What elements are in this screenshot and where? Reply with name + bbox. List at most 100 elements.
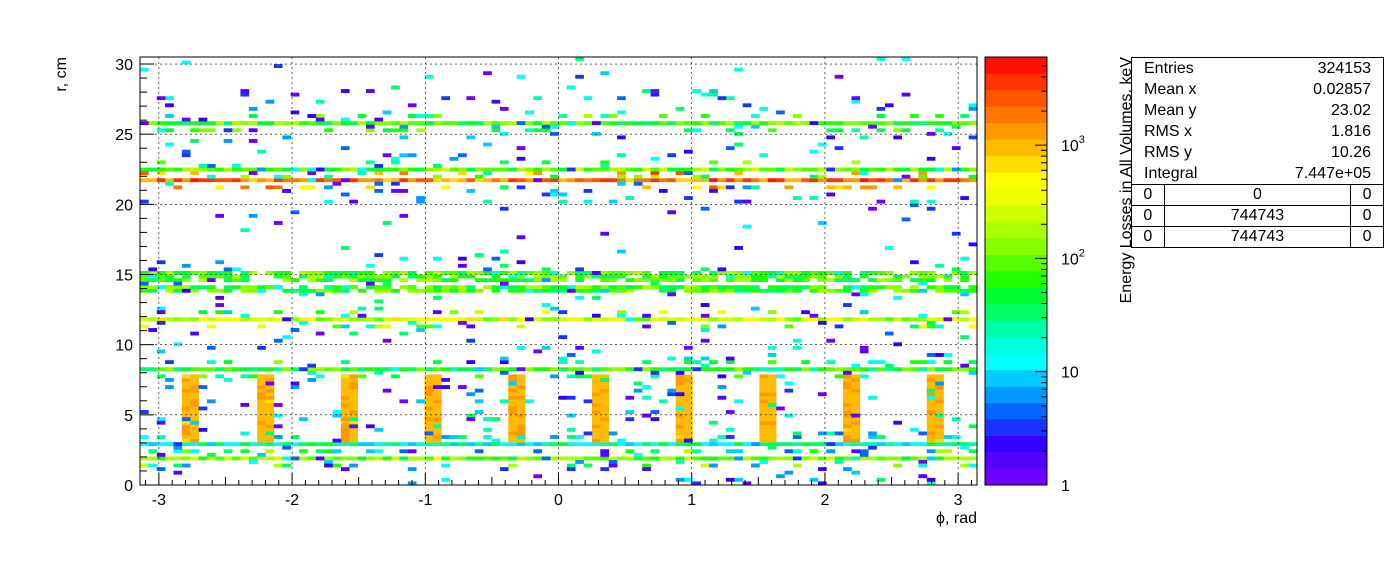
heatmap-cell (935, 285, 944, 290)
heatmap-cell (667, 367, 676, 372)
heatmap-cell (349, 310, 358, 315)
heatmap-cell (499, 106, 509, 111)
heatmap-cell (633, 317, 643, 322)
heatmap-cell (240, 185, 250, 190)
heatmap-cell (248, 374, 258, 379)
heatmap-cell (156, 178, 166, 183)
heatmap-cell (910, 199, 919, 204)
heatmap-cell (642, 167, 651, 172)
heatmap-cell (198, 274, 208, 279)
heatmap-cell (407, 274, 417, 279)
heatmap-cell (541, 124, 551, 129)
heatmap-cell (432, 114, 442, 118)
heatmap-cell (432, 431, 442, 436)
heatmap-cell (156, 349, 166, 354)
heatmap-cell (232, 121, 241, 126)
heatmap-cell (282, 456, 291, 461)
heatmap-cell (248, 128, 258, 133)
heatmap-cell (525, 285, 534, 290)
heatmap-cell (140, 167, 149, 172)
heatmap-cell (541, 442, 551, 447)
heatmap-cell (156, 310, 166, 315)
heatmap-cell (709, 89, 718, 93)
y-tick-label: 5 (124, 408, 133, 425)
heatmap-cell (767, 424, 777, 429)
heatmap-cell (617, 153, 626, 158)
heatmap-cell (432, 360, 442, 365)
heatmap-cell (951, 167, 961, 172)
heatmap-cell (943, 367, 953, 372)
heatmap-cell (265, 435, 275, 439)
heatmap-cell (725, 274, 735, 279)
y-tick-label: 10 (115, 338, 133, 355)
heatmap-cell (843, 442, 852, 447)
heatmap-cell (315, 317, 325, 322)
heatmap-cell (299, 367, 308, 372)
heatmap-cell (759, 271, 769, 275)
heatmap-cell (893, 128, 902, 133)
heatmap-cell (525, 317, 534, 322)
palette-swatch (985, 452, 1047, 469)
heatmap-cell (893, 367, 902, 372)
heatmap-cell (826, 135, 836, 140)
heatmap-cell (801, 178, 810, 183)
heatmap-cell (591, 317, 601, 322)
heatmap-cell (834, 431, 844, 436)
heatmap-cell (734, 367, 743, 372)
heatmap-cell (215, 213, 224, 218)
heatmap-cell (901, 167, 911, 172)
heatmap-cell (499, 360, 509, 365)
heatmap-cell (583, 199, 593, 204)
heatmap-cell (968, 135, 978, 140)
palette-swatch (985, 73, 1047, 91)
heatmap-cell (767, 388, 777, 393)
heatmap-cell (834, 128, 844, 133)
heatmap-cell (324, 317, 333, 322)
heatmap-cell (834, 288, 844, 293)
heatmap-cell (533, 349, 543, 354)
heatmap-cell (575, 278, 584, 282)
heatmap-cell (600, 435, 610, 439)
heatmap-cell (391, 374, 400, 379)
heatmap-cell (734, 131, 743, 136)
heatmap-cell (759, 438, 769, 443)
heatmap-cell (692, 278, 702, 282)
heatmap-cell (307, 367, 317, 372)
heatmap-cell (843, 388, 852, 393)
heatmap-cell (215, 442, 224, 447)
heatmap-cell (265, 442, 275, 447)
heatmap-cell (868, 442, 877, 447)
heatmap-cell (190, 128, 199, 133)
heatmap-cell (960, 463, 969, 468)
z-tick-label: 10 (1061, 365, 1079, 382)
heatmap-cell (817, 274, 827, 279)
heatmap-cell (742, 103, 752, 108)
heatmap-cell (315, 114, 325, 118)
heatmap-cell (725, 278, 735, 282)
heatmap-cell (868, 167, 877, 172)
heatmap-cell (516, 278, 526, 282)
heatmap-cell (734, 171, 743, 175)
heatmap-cell (340, 121, 350, 126)
heatmap-cell (458, 317, 467, 322)
heatmap-cell (181, 395, 191, 400)
heatmap-cell (181, 367, 191, 372)
heatmap-cell (190, 435, 199, 439)
heatmap-cell (499, 249, 509, 254)
heatmap-cell (583, 188, 593, 193)
heatmap-cell (717, 385, 727, 389)
heatmap-cell (684, 196, 693, 200)
heatmap-cell (575, 274, 584, 279)
heatmap-cell (508, 278, 517, 282)
heatmap-cell (725, 128, 735, 133)
heatmap-cell (399, 456, 409, 461)
heatmap-cell (424, 178, 434, 183)
heatmap-cell (960, 271, 969, 275)
heatmap-cell (600, 385, 610, 389)
palette-swatch (985, 287, 1047, 305)
heatmap-cell (935, 438, 944, 443)
heatmap-cell (432, 271, 442, 275)
heatmap-cell (165, 288, 174, 293)
heatmap-cell (357, 306, 367, 311)
heatmap-cell (692, 285, 702, 290)
